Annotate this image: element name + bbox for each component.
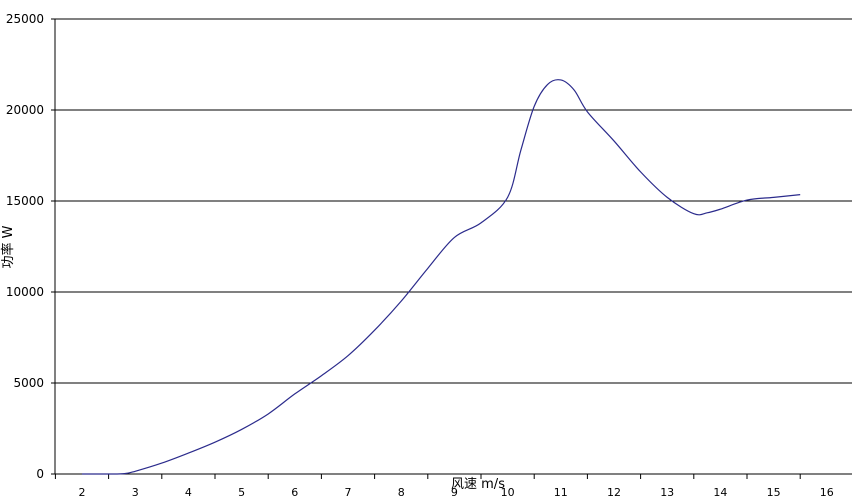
x-tick-label: 16 [820,486,834,499]
x-tick-label: 14 [713,486,727,499]
x-tick-label: 15 [767,486,781,499]
x-tick-label: 3 [132,486,139,499]
x-tick-label: 7 [345,486,352,499]
gridlines [55,18,852,384]
x-tick-label: 4 [185,486,192,499]
x-tick-label: 8 [398,486,405,499]
x-tick-label: 5 [238,486,245,499]
series-group [81,79,801,475]
y-tick-label: 10000 [6,285,44,299]
y-tick-label: 5000 [13,376,44,390]
y-tick-label: 20000 [6,103,44,117]
x-tick-label: 13 [660,486,674,499]
x-tick-label: 2 [79,486,86,499]
x-tick-label: 11 [554,486,568,499]
y-tick-label: 15000 [6,194,44,208]
series-line [81,79,801,475]
y-axis-ticks: 0 5000 10000 15000 20000 25000 [6,12,55,481]
x-tick-label: 10 [501,486,515,499]
axes [54,19,852,475]
x-axis-label: 风速 m/s [451,477,505,492]
y-axis-label: 功率 W [0,225,16,268]
y-tick-label: 0 [36,467,44,481]
x-tick-label: 9 [451,486,458,499]
x-tick-label: 6 [291,486,298,499]
y-tick-label: 25000 [6,12,44,26]
x-tick-label: 12 [607,486,621,499]
x-axis-ticks: 2 3 4 5 6 7 8 9 10 11 12 13 14 15 16 [54,474,834,499]
